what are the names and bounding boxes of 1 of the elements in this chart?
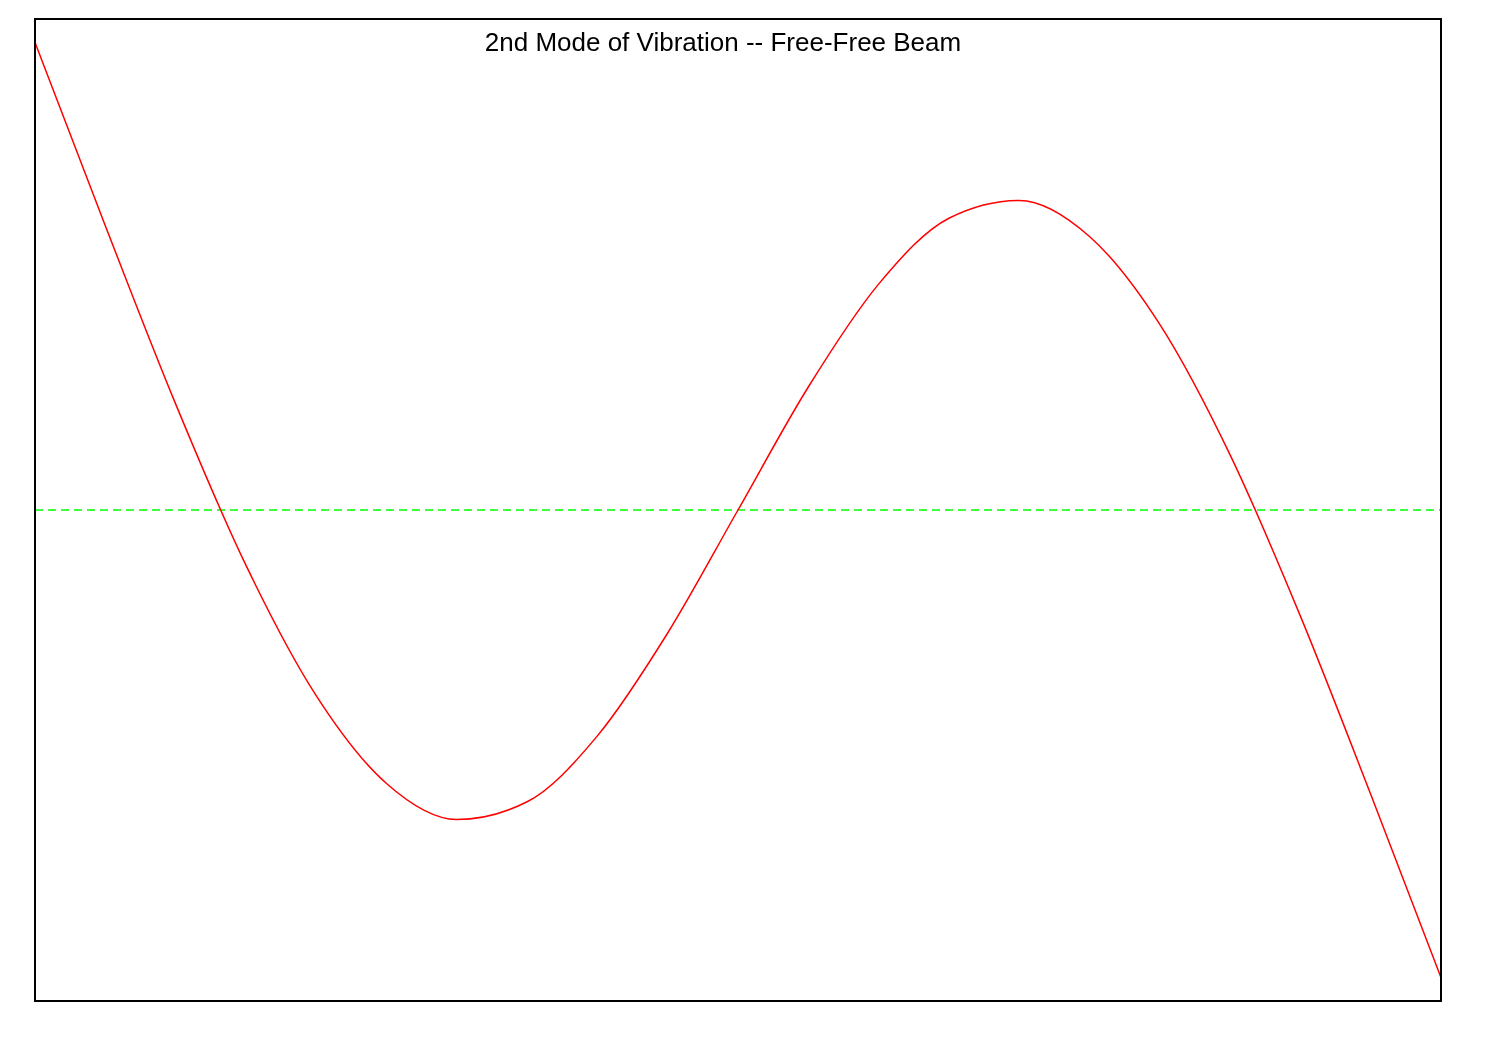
chart-title: 2nd Mode of Vibration -- Free-Free Beam xyxy=(483,27,963,58)
